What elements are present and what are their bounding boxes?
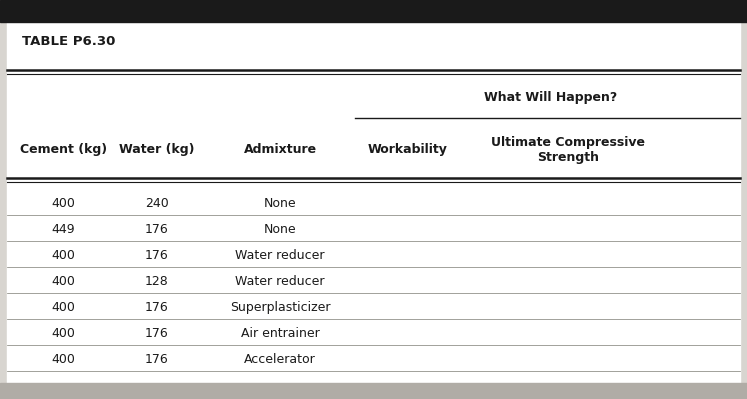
Text: 400: 400 xyxy=(52,275,75,288)
Bar xyxy=(0,0,747,22)
Text: Ultimate Compressive
Strength: Ultimate Compressive Strength xyxy=(491,136,645,164)
Text: 449: 449 xyxy=(52,223,75,236)
Text: Superplasticizer: Superplasticizer xyxy=(230,301,330,314)
Text: Accelerator: Accelerator xyxy=(244,353,316,365)
Text: None: None xyxy=(264,197,297,210)
Text: 176: 176 xyxy=(145,249,169,262)
Text: TABLE P6.30: TABLE P6.30 xyxy=(22,36,116,48)
Text: Workability: Workability xyxy=(368,143,447,156)
Text: 240: 240 xyxy=(145,197,169,210)
Text: What Will Happen?: What Will Happen? xyxy=(484,91,618,104)
Text: 176: 176 xyxy=(145,353,169,365)
Text: Water reducer: Water reducer xyxy=(235,275,325,288)
Text: Air entrainer: Air entrainer xyxy=(241,327,320,340)
Text: Admixture: Admixture xyxy=(244,143,317,156)
Text: 400: 400 xyxy=(52,327,75,340)
Text: 176: 176 xyxy=(145,223,169,236)
Text: 400: 400 xyxy=(52,249,75,262)
Text: 400: 400 xyxy=(52,353,75,365)
Text: Cement (kg): Cement (kg) xyxy=(20,143,107,156)
Text: 176: 176 xyxy=(145,301,169,314)
Text: 400: 400 xyxy=(52,301,75,314)
Text: 128: 128 xyxy=(145,275,169,288)
Text: 400: 400 xyxy=(52,197,75,210)
Text: 176: 176 xyxy=(145,327,169,340)
Bar xyxy=(0,383,747,399)
Text: Water reducer: Water reducer xyxy=(235,249,325,262)
Text: Water (kg): Water (kg) xyxy=(119,143,195,156)
Text: None: None xyxy=(264,223,297,236)
